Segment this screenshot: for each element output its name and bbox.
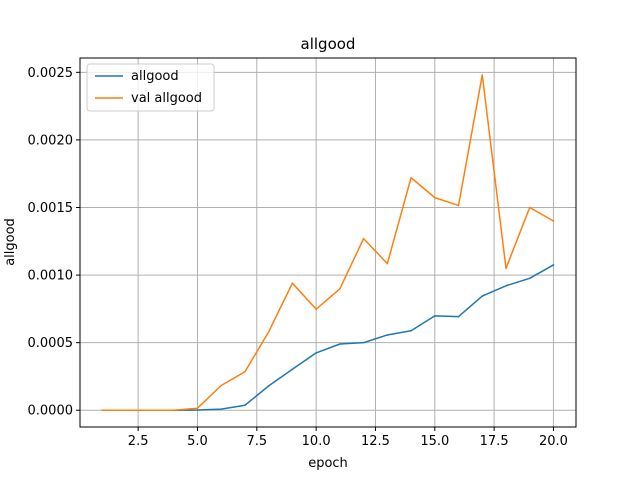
series-lines xyxy=(101,74,555,411)
x-tick-label: 12.5 xyxy=(361,434,390,449)
data-point xyxy=(481,295,484,297)
data-point xyxy=(267,385,270,387)
data-point xyxy=(196,409,199,411)
data-point xyxy=(434,315,436,317)
data-point xyxy=(552,264,555,266)
data-point xyxy=(457,315,460,318)
x-tick-label: 15.0 xyxy=(420,434,449,449)
chart-title: allgood xyxy=(301,35,356,53)
data-point xyxy=(410,330,412,332)
data-point xyxy=(362,341,365,344)
plot-frame xyxy=(79,57,577,428)
data-point xyxy=(291,368,294,371)
x-tick-label: 17.5 xyxy=(480,434,509,449)
y-tick-label: 0.0015 xyxy=(28,201,74,216)
data-point xyxy=(505,285,507,287)
data-point xyxy=(220,408,222,410)
data-point xyxy=(101,409,104,411)
data-point xyxy=(172,409,175,411)
data-point xyxy=(149,409,151,411)
data-point xyxy=(220,384,222,387)
data-point xyxy=(267,331,270,333)
data-point xyxy=(196,407,199,409)
series-val-allgood xyxy=(101,74,555,411)
data-point xyxy=(434,196,436,199)
x-tick-label: 5.0 xyxy=(187,434,208,449)
x-axis-label: epoch xyxy=(308,456,348,471)
data-point xyxy=(386,334,389,336)
data-point xyxy=(410,177,412,179)
x-tick-label: 2.5 xyxy=(128,434,149,449)
y-tick-label: 0.0005 xyxy=(28,336,74,351)
data-point xyxy=(244,404,246,406)
data-point xyxy=(505,267,507,270)
y-tick-label: 0.0025 xyxy=(28,66,74,81)
y-tick-label: 0.0020 xyxy=(28,133,74,148)
data-point xyxy=(528,277,531,280)
legend: allgood val allgood xyxy=(86,63,215,112)
x-tick-label: 7.5 xyxy=(246,434,267,449)
data-point xyxy=(386,262,389,265)
data-point xyxy=(315,352,317,354)
axis-ticks: 2.5 5.0 7.5 10.0 12.5 15.0 17.5 20.0 0.0000 0.000… xyxy=(28,66,568,449)
data-point xyxy=(339,343,341,345)
data-point xyxy=(528,206,531,209)
series-line xyxy=(101,74,555,411)
x-tick-label: 20.0 xyxy=(539,434,568,449)
y-axis-label: allgood xyxy=(3,218,18,266)
data-point xyxy=(291,282,294,284)
data-point xyxy=(481,74,484,76)
data-point xyxy=(125,409,128,411)
legend-label-allgood: allgood xyxy=(131,69,179,84)
data-point xyxy=(457,204,460,207)
data-point xyxy=(552,220,555,222)
data-point xyxy=(339,288,341,290)
x-tick-label: 10.0 xyxy=(302,434,331,449)
data-point xyxy=(315,308,317,310)
data-point xyxy=(362,237,365,240)
y-tick-label: 0.0010 xyxy=(28,269,74,284)
y-tick-label: 0.0000 xyxy=(28,404,74,419)
legend-label-val-allgood: val allgood xyxy=(131,91,202,106)
data-point xyxy=(244,370,246,373)
